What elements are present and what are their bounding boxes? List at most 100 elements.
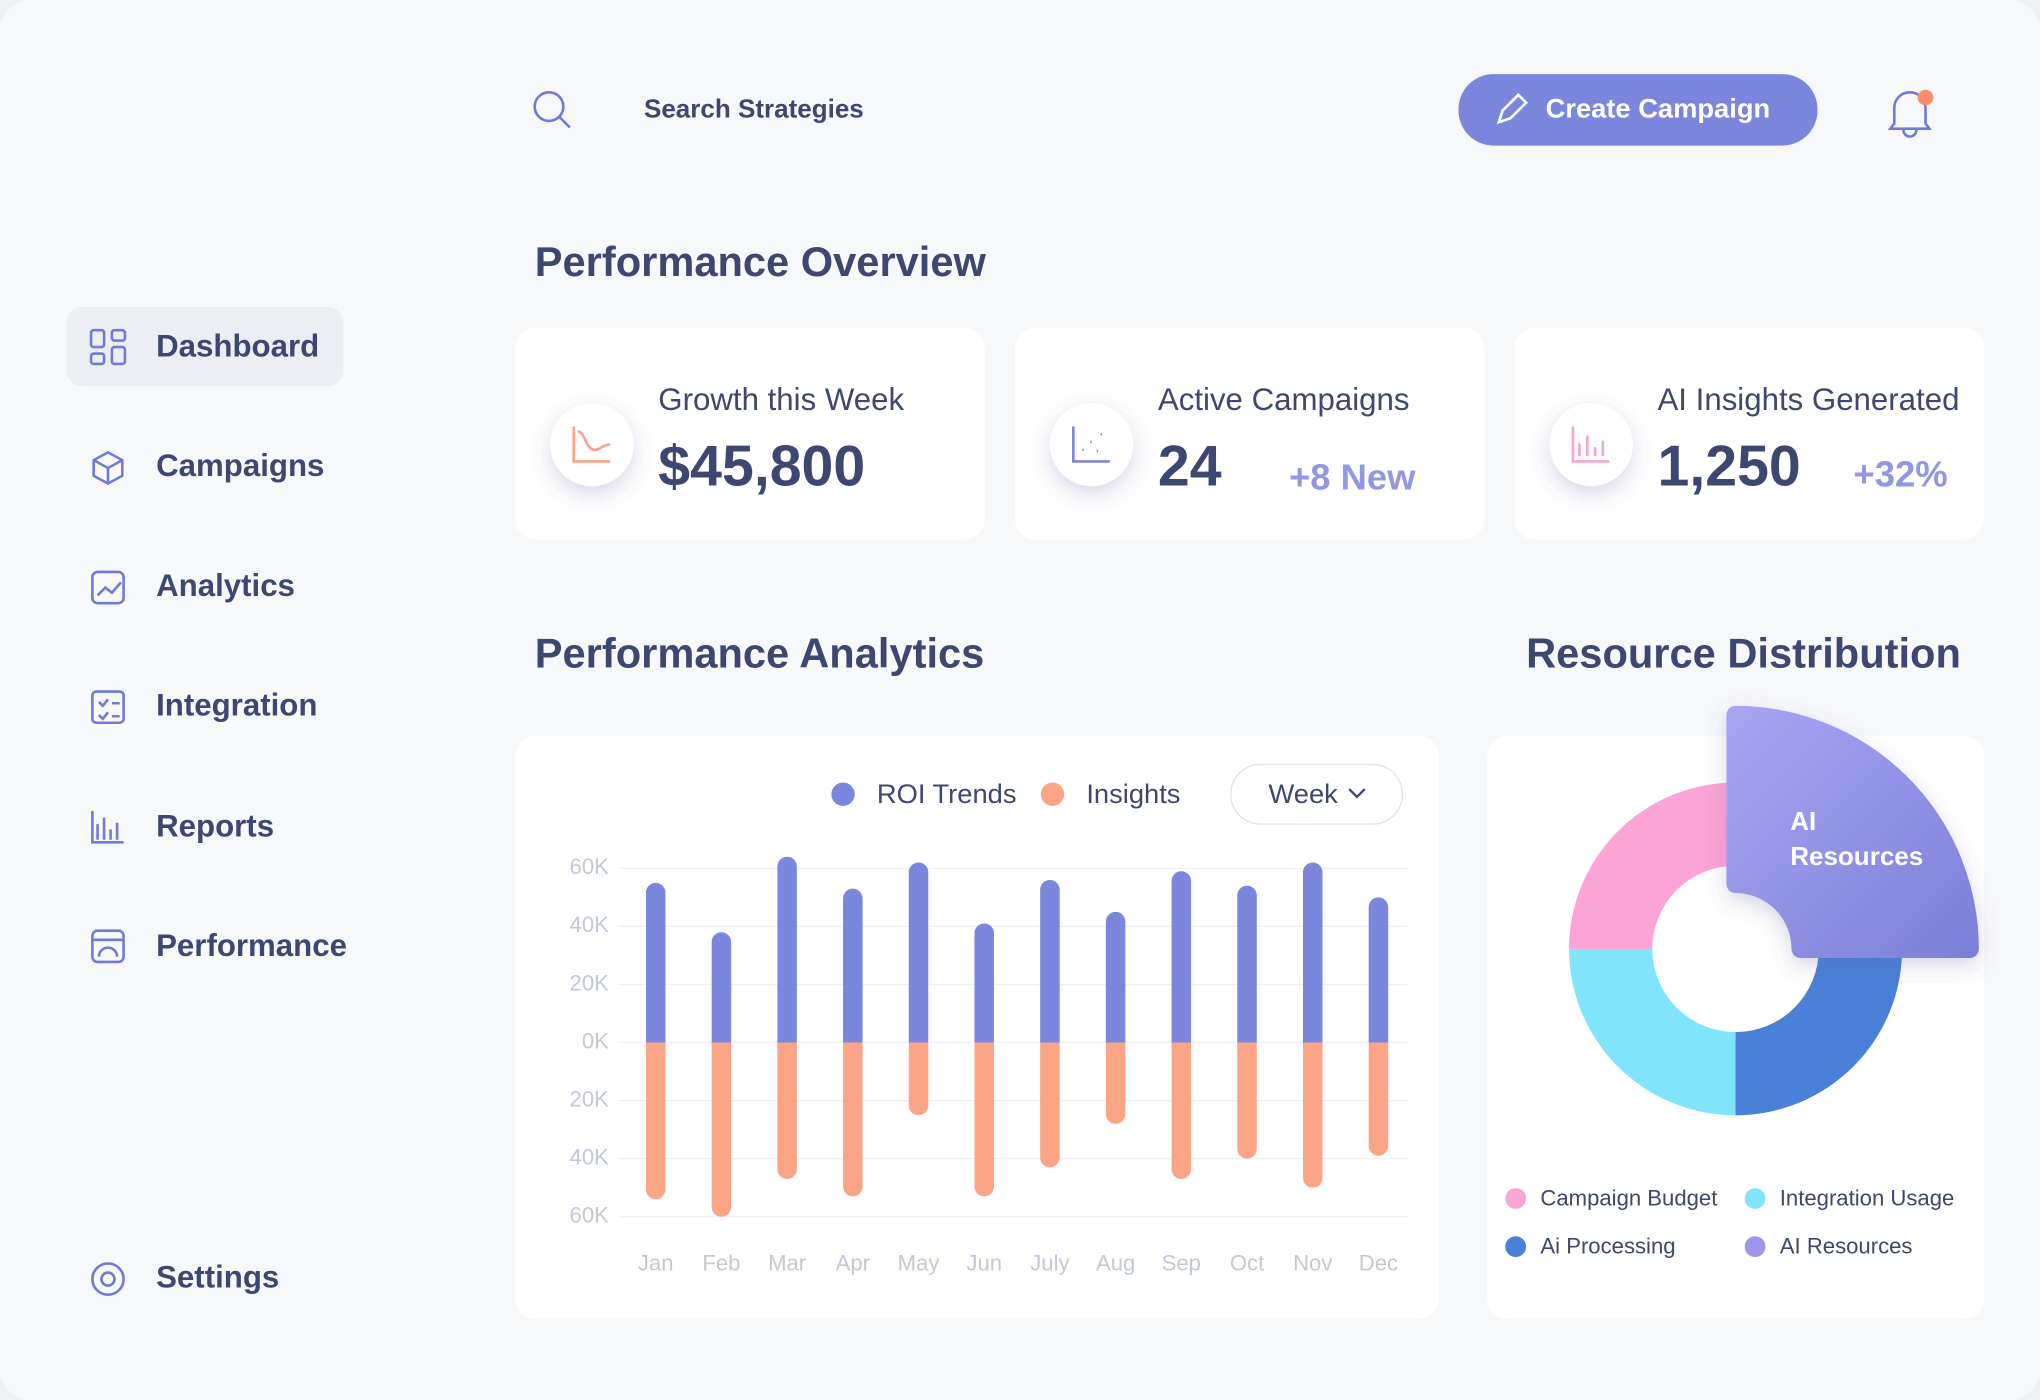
bar [974,923,994,1043]
legend-label: Ai Processing [1540,1234,1675,1259]
bar [1368,1042,1389,1156]
bar [843,888,863,1043]
x-tick-label: Jan [638,1251,674,1276]
bar [908,1042,929,1116]
y-tick-label: 60K [570,1203,610,1228]
y-tick-label: 20K [570,1086,610,1111]
stat-card [515,327,985,540]
legend-marker [1744,1188,1766,1209]
legend-marker [1505,1188,1527,1209]
card-change: +32% [1853,454,1947,495]
nav-item[interactable]: Performance [156,928,347,963]
card-value: $45,800 [658,435,865,499]
section-title: Performance Overview [535,238,987,285]
x-tick-label: Mar [768,1251,806,1276]
y-tick-label: 60K [570,854,610,879]
nav-item[interactable]: Integration [156,687,317,722]
x-tick-label: Nov [1293,1251,1332,1276]
bar [908,862,929,1043]
legend-marker [831,782,855,806]
legend-label: AI Resources [1780,1234,1913,1259]
nav-item[interactable]: Dashboard [156,329,319,364]
create-button-label[interactable]: Create Campaign [1546,93,1771,124]
bar [1040,1042,1060,1168]
card-label: AI Insights Generated [1657,382,1959,417]
nav-active [66,306,344,387]
pie-slice [1735,948,1903,1116]
x-tick-label: May [898,1251,940,1276]
bell-icon[interactable] [1887,91,1933,138]
legend-label: Campaign Budget [1540,1186,1717,1211]
x-tick-label: Jun [966,1251,1002,1276]
bar [1368,897,1389,1043]
legend-marker [1040,782,1065,806]
bar [711,1042,732,1217]
x-tick-label: Feb [702,1251,740,1276]
x-tick-label: July [1030,1251,1069,1276]
legend-label: ROI Trends [877,778,1017,809]
bar [1302,1042,1323,1188]
legend-label: Insights [1086,778,1180,809]
section-title: Performance Analytics [535,629,985,676]
create-button[interactable] [1458,74,1818,146]
bar [777,856,797,1043]
pie-slice [1569,782,1736,949]
pie-slice [1726,705,1979,959]
bar [843,1042,863,1197]
period-select[interactable] [1230,763,1404,825]
bar [1237,1042,1257,1159]
pencil-icon [1496,93,1528,125]
y-tick-label: 0K [582,1028,609,1053]
notification-dot [1917,89,1934,106]
bar [645,882,666,1043]
card-change: +8 New [1289,456,1416,497]
charts: 60K 40K 20K 0K 20K 40K 60K ROI Trends Insights Ja… [570,705,1979,1276]
card-label: Active Campaigns [1158,382,1410,417]
x-tick-label: Apr [836,1251,870,1276]
card-label: Growth this Week [658,382,904,417]
period-label[interactable]: Week [1268,778,1338,809]
nav-item[interactable]: Settings [156,1259,279,1294]
chevron [1348,788,1366,799]
bar [1171,1042,1192,1179]
bar [1040,879,1060,1043]
nav-item[interactable]: Reports [156,808,274,843]
x-tick-label: Oct [1230,1251,1264,1276]
stat-card [1514,327,1985,540]
nav-item[interactable]: Analytics [156,568,295,603]
nav-item[interactable]: Campaigns [156,448,324,483]
bar [645,1042,666,1200]
x-tick-label: Dec [1359,1251,1398,1276]
bar [974,1042,994,1197]
stat-card [1014,327,1485,540]
x-tick-label: Aug [1096,1251,1135,1276]
card-icon [1049,402,1134,487]
y-tick-label: 40K [570,912,610,937]
bar [1171,871,1192,1043]
card-value: 24 [1158,435,1222,499]
y-tick-label: 20K [570,970,610,995]
bar [711,932,732,1043]
bar [1105,1042,1126,1124]
slice-label: AI Resources [1790,806,1923,871]
legend-label: Integration Usage [1780,1186,1954,1211]
legend-marker [1744,1236,1766,1258]
bar [1105,911,1126,1043]
bar [1302,862,1323,1043]
section-title: Resource Distribution [1526,629,1961,676]
pie-slice [1569,948,1736,1116]
card-icon [550,402,634,487]
cards [515,327,1985,540]
search-icon[interactable] [533,90,571,129]
nav-icons [89,328,127,1297]
bar [777,1042,797,1179]
card-icon [1549,402,1633,487]
x-tick-label: Sep [1162,1251,1201,1276]
legend-marker [1505,1236,1527,1258]
y-tick-label: 40K [570,1145,610,1170]
bar [1237,885,1257,1043]
card-value: 1,250 [1657,435,1800,499]
search-input[interactable]: Search Strategies [644,93,864,123]
